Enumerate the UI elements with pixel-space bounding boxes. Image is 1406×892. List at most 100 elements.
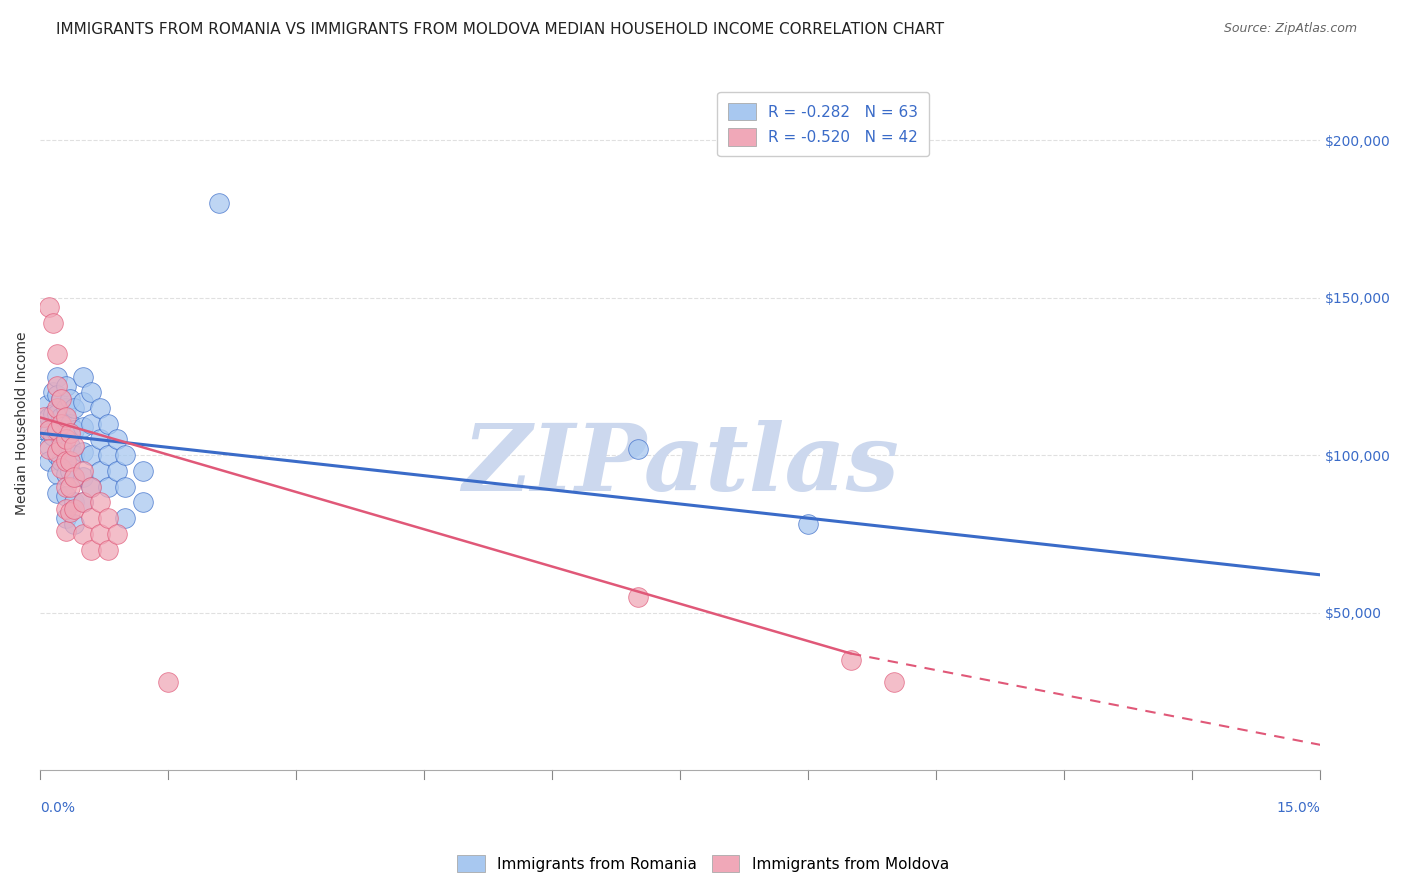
Point: [42, 407, 65, 421]
Point: [97, 542, 120, 557]
Text: Source: ZipAtlas.com: Source: ZipAtlas.com: [1223, 22, 1357, 36]
Point: [38, 439, 60, 453]
Point: [72, 420, 94, 434]
Point: [63, 423, 86, 437]
Point: [80, 448, 103, 462]
Point: [626, 442, 648, 456]
Point: [46, 388, 69, 402]
Point: [55, 480, 77, 494]
Point: [55, 511, 77, 525]
Legend: R = -0.282   N = 63, R = -0.520   N = 42: R = -0.282 N = 63, R = -0.520 N = 42: [717, 92, 928, 156]
Point: [55, 467, 77, 481]
Point: [105, 464, 128, 478]
Point: [59, 505, 82, 519]
Point: [46, 379, 69, 393]
Point: [46, 347, 69, 361]
Point: [55, 433, 77, 447]
Y-axis label: Median Household Income: Median Household Income: [15, 332, 30, 516]
Point: [46, 407, 69, 421]
Point: [59, 439, 82, 453]
Point: [34, 410, 56, 425]
Point: [42, 385, 65, 400]
Point: [59, 454, 82, 468]
Text: 0.0%: 0.0%: [41, 800, 75, 814]
Point: [51, 392, 73, 406]
Point: [34, 423, 56, 437]
Point: [797, 517, 820, 532]
Point: [97, 480, 120, 494]
Point: [883, 674, 905, 689]
Point: [55, 410, 77, 425]
Point: [46, 426, 69, 441]
Point: [80, 417, 103, 431]
Point: [38, 410, 60, 425]
Point: [80, 480, 103, 494]
Point: [80, 511, 103, 525]
Point: [89, 401, 111, 415]
Point: [63, 501, 86, 516]
Point: [72, 470, 94, 484]
Point: [55, 454, 77, 468]
Point: [46, 448, 69, 462]
Point: [63, 401, 86, 415]
Point: [51, 433, 73, 447]
Point: [51, 460, 73, 475]
Point: [59, 480, 82, 494]
Point: [55, 423, 77, 437]
Point: [89, 495, 111, 509]
Point: [114, 480, 136, 494]
Point: [51, 439, 73, 453]
Point: [38, 423, 60, 437]
Point: [89, 527, 111, 541]
Point: [72, 527, 94, 541]
Point: [46, 467, 69, 481]
Point: [59, 417, 82, 431]
Point: [38, 300, 60, 314]
Point: [72, 464, 94, 478]
Point: [42, 429, 65, 443]
Point: [51, 454, 73, 468]
Point: [131, 495, 153, 509]
Point: [55, 401, 77, 415]
Point: [131, 464, 153, 478]
Point: [42, 316, 65, 330]
Point: [63, 517, 86, 532]
Point: [55, 501, 77, 516]
Point: [46, 369, 69, 384]
Point: [157, 674, 180, 689]
Point: [626, 590, 648, 604]
Point: [97, 448, 120, 462]
Point: [51, 392, 73, 406]
Point: [59, 426, 82, 441]
Point: [80, 542, 103, 557]
Point: [59, 392, 82, 406]
Point: [55, 489, 77, 503]
Point: [839, 653, 862, 667]
Point: [105, 527, 128, 541]
Point: [46, 423, 69, 437]
Point: [51, 410, 73, 425]
Text: ZIPatlas: ZIPatlas: [461, 420, 898, 510]
Point: [35, 398, 58, 412]
Point: [72, 394, 94, 409]
Point: [97, 417, 120, 431]
Text: 15.0%: 15.0%: [1277, 800, 1320, 814]
Point: [38, 442, 60, 456]
Legend: Immigrants from Romania, Immigrants from Moldova: Immigrants from Romania, Immigrants from…: [450, 847, 956, 880]
Point: [72, 445, 94, 459]
Point: [105, 433, 128, 447]
Point: [51, 417, 73, 431]
Point: [114, 511, 136, 525]
Point: [46, 486, 69, 500]
Text: IMMIGRANTS FROM ROMANIA VS IMMIGRANTS FROM MOLDOVA MEDIAN HOUSEHOLD INCOME CORRE: IMMIGRANTS FROM ROMANIA VS IMMIGRANTS FR…: [56, 22, 945, 37]
Point: [55, 445, 77, 459]
Point: [72, 369, 94, 384]
Point: [89, 433, 111, 447]
Point: [80, 385, 103, 400]
Point: [59, 464, 82, 478]
Point: [55, 379, 77, 393]
Point: [46, 445, 69, 459]
Point: [89, 464, 111, 478]
Point: [63, 470, 86, 484]
Point: [63, 470, 86, 484]
